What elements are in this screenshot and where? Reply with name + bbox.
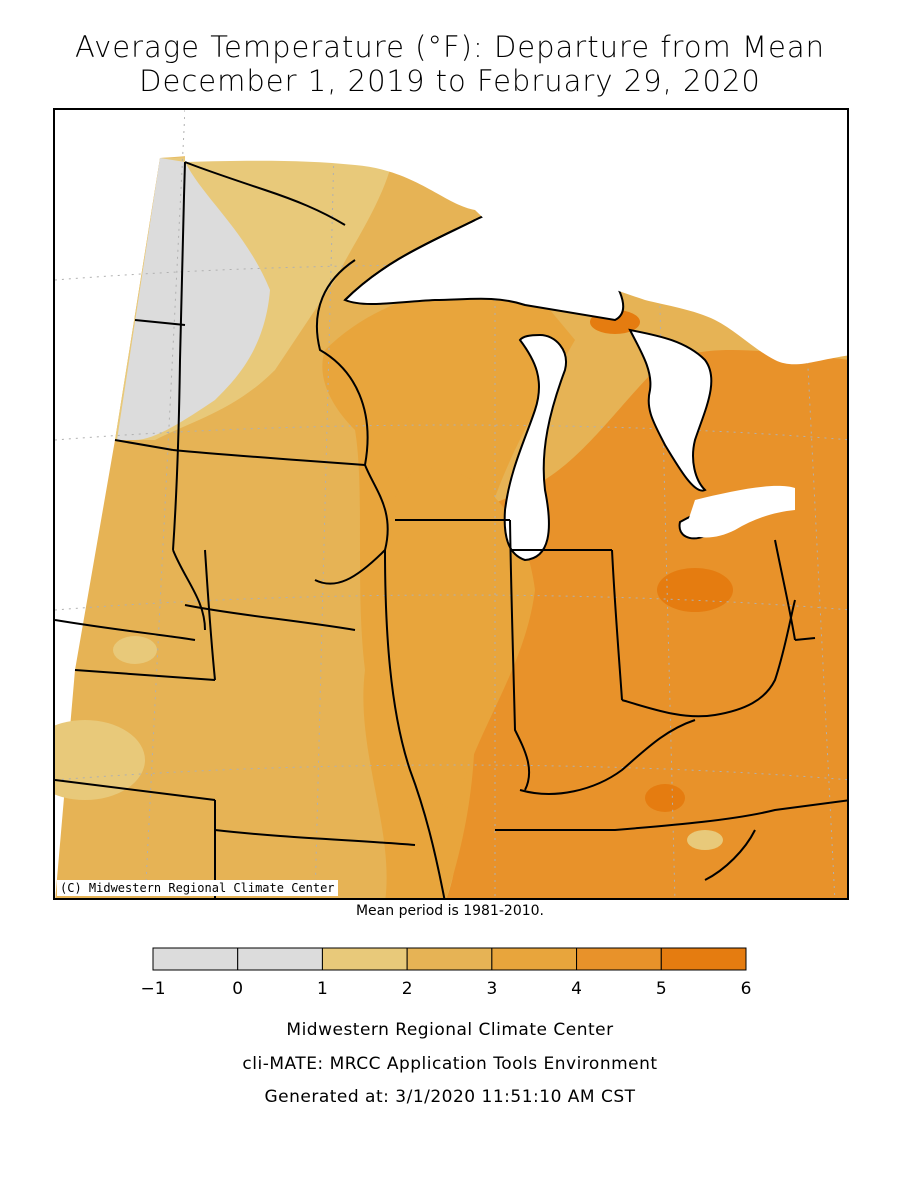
legend-tick-label: 2 [402,979,413,999]
legend-ticks: −1 0 1 2 3 4 5 6 [140,979,751,999]
contour-1-to-2 [113,636,157,664]
legend-tick-label: 0 [232,979,243,999]
map-title: Average Temperature (°F): Departure from… [74,30,826,64]
mean-period-note: Mean period is 1981-2010. [355,903,545,919]
contour-3-to-4 [381,468,535,810]
footer-generated-at: Generated at: 3/1/2020 11:51:10 AM CST [264,1087,636,1107]
contour-4-to-5 [378,350,847,898]
contour-5-to-6 [645,784,685,812]
legend-tick-label: 4 [571,979,582,999]
lake-michigan [503,333,567,562]
footer-tool-name: cli-MATE: MRCC Application Tools Environ… [242,1054,658,1074]
color-legend: −1 0 1 2 3 4 5 6 [140,947,751,999]
legend-bins [152,947,747,971]
legend-bin [491,947,578,971]
canada-ontario [185,110,847,365]
coastline [184,161,476,301]
legend-bin [406,947,493,971]
legend-bin [321,947,408,971]
map-date-range: December 1, 2019 to February 29, 2020 [139,64,761,98]
legend-bin [237,947,323,971]
legend-tick-label: 6 [741,979,752,999]
legend-bin [152,947,239,971]
lake-huron [628,328,713,492]
legend-bin [576,947,662,971]
legend-tick-label: 1 [317,979,328,999]
legend-tick-label: −1 [140,979,165,999]
contour-5-to-6 [657,568,733,612]
legend-tick-label: 3 [486,979,497,999]
footer-organization: Midwestern Regional Climate Center [286,1020,614,1040]
contour-1-to-2 [687,830,723,850]
contour-0-to-1 [117,158,270,440]
legend-bin [660,947,747,971]
map-graphic [55,110,847,898]
contour-1-to-2 [55,720,145,800]
map-credit: (C) Midwestern Regional Climate Center [57,880,338,896]
ontario-ohio-shore [685,485,795,538]
legend-tick-label: 5 [656,979,667,999]
temperature-departure-map: (C) Midwestern Regional Climate Center [53,108,849,900]
